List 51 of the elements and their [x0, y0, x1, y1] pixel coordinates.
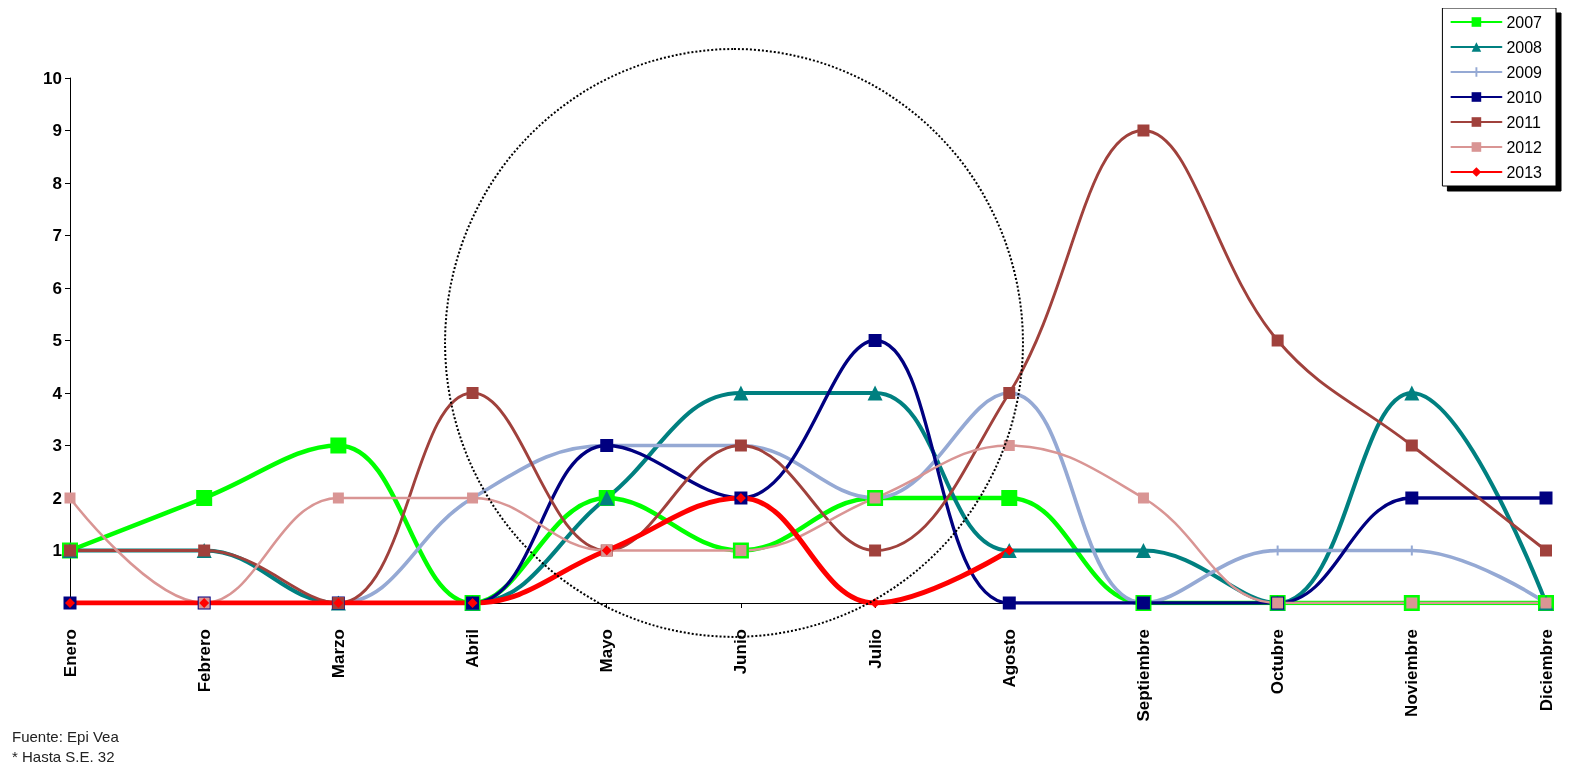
point [1135, 543, 1151, 558]
x-tick-label: Octubre [1268, 629, 1288, 695]
y-tick-label: 9 [52, 121, 62, 140]
x-tick-label: Enero [60, 629, 80, 678]
legend-label: 2011 [1506, 113, 1541, 131]
point [332, 492, 344, 504]
y-tick-label: 7 [52, 226, 62, 245]
source-note: Fuente: Epi Vea [12, 728, 120, 745]
point [1137, 492, 1149, 504]
point [330, 437, 347, 454]
x-tick-label: Marzo [328, 629, 348, 679]
text: * Hasta S.E. 32 [12, 748, 115, 765]
x-tick-label: Noviembre [1402, 629, 1422, 717]
x-tick-label: Abril [463, 629, 483, 668]
point [196, 490, 213, 506]
point [867, 385, 883, 401]
y-tick-label: 3 [52, 436, 62, 455]
y-tick-label: 8 [52, 173, 62, 193]
legend-label: 2010 [1506, 88, 1543, 106]
point [466, 387, 479, 399]
point [1002, 596, 1016, 610]
x-tick-label: Febrero [194, 629, 214, 693]
point [1404, 385, 1420, 401]
x-tick-label: Diciembre [1536, 629, 1556, 712]
x-tick-label: Mayo [597, 629, 617, 673]
legend-label: 2008 [1506, 38, 1543, 56]
y-tick-label: 4 [52, 383, 63, 403]
legend-label: 2013 [1506, 163, 1543, 181]
x-tick-label: Junio [731, 629, 751, 675]
point [1540, 544, 1552, 557]
x-tick-label: Septiembre [1133, 629, 1153, 722]
y-tick-label: 2 [52, 488, 62, 508]
point [1539, 491, 1553, 505]
point [869, 544, 882, 557]
legend-label: 2007 [1506, 13, 1543, 31]
point [1405, 491, 1419, 505]
point [1001, 490, 1018, 506]
point [868, 334, 882, 347]
point [64, 492, 76, 504]
point [1405, 439, 1418, 452]
legend-label: 2009 [1506, 63, 1543, 81]
point [1271, 334, 1284, 347]
y-tick-label: 10 [43, 68, 62, 88]
x-tick-label: Agosto [999, 629, 1019, 688]
point [1137, 124, 1150, 137]
y-tick-label: 5 [52, 331, 62, 350]
legend-label: 2012 [1506, 138, 1543, 156]
x-tick-label: Julio [865, 629, 885, 669]
y-tick-label: 6 [52, 278, 62, 298]
y-tick-label: 1 [52, 541, 62, 560]
point [733, 385, 749, 401]
